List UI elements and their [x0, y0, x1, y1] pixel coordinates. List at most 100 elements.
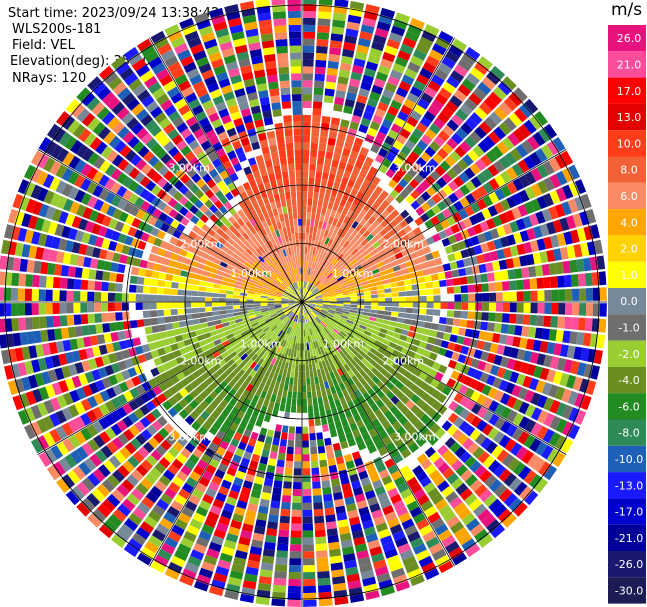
velocity-gate — [415, 388, 425, 398]
velocity-gate — [273, 577, 287, 586]
velocity-gate — [260, 293, 269, 297]
velocity-gate — [431, 74, 445, 87]
velocity-gate — [418, 555, 434, 568]
velocity-gate — [302, 121, 311, 129]
velocity-gate — [478, 330, 487, 341]
velocity-gate — [442, 467, 455, 480]
velocity-gate — [198, 291, 206, 297]
velocity-gate — [357, 361, 366, 369]
velocity-gate — [279, 353, 285, 362]
velocity-gate — [375, 280, 384, 286]
velocity-gate — [579, 211, 590, 226]
velocity-gate — [302, 66, 314, 74]
velocity-gate — [522, 216, 533, 229]
velocity-gate — [457, 83, 472, 97]
velocity-gate — [343, 105, 354, 115]
velocity-gate — [260, 300, 268, 302]
velocity-gate — [402, 555, 417, 567]
velocity-gate — [451, 163, 464, 175]
velocity-gate — [291, 516, 302, 524]
velocity-gate — [482, 410, 494, 423]
velocity-gate — [193, 431, 204, 442]
velocity-gate — [368, 336, 376, 344]
velocity-gate — [565, 288, 573, 301]
velocity-gate — [143, 277, 152, 286]
velocity-gate — [438, 560, 454, 574]
velocity-gate — [240, 267, 248, 274]
velocity-gate — [334, 0, 349, 8]
velocity-gate — [382, 319, 391, 325]
velocity-gate — [448, 192, 459, 204]
velocity-gate — [209, 346, 218, 354]
velocity-gate — [286, 369, 291, 378]
velocity-gate — [281, 304, 289, 307]
velocity-gate — [170, 555, 186, 568]
velocity-gate — [357, 441, 367, 451]
velocity-gate — [0, 318, 6, 333]
velocity-gate — [404, 285, 413, 291]
velocity-gate — [429, 329, 438, 338]
velocity-gate — [541, 382, 553, 396]
velocity-gate — [115, 312, 123, 321]
velocity-gate — [267, 300, 275, 302]
velocity-gate — [167, 396, 178, 407]
velocity-gate — [322, 374, 328, 383]
velocity-gate — [364, 438, 374, 448]
velocity-gate — [344, 274, 352, 280]
velocity-gate — [253, 297, 261, 300]
velocity-gate — [302, 523, 314, 531]
velocity-gate — [73, 416, 86, 430]
velocity-gate — [149, 294, 157, 302]
velocity-gate — [425, 536, 440, 549]
velocity-gate — [550, 234, 560, 248]
velocity-gate — [363, 374, 372, 383]
velocity-gate — [287, 592, 301, 601]
velocity-gate — [94, 302, 102, 313]
velocity-gate — [380, 585, 396, 597]
velocity-gate — [377, 289, 385, 294]
velocity-gate — [390, 209, 400, 219]
velocity-gate — [213, 283, 221, 289]
velocity-gate — [373, 325, 381, 332]
velocity-gate — [123, 429, 135, 441]
velocity-gate — [585, 208, 597, 224]
velocity-gate — [232, 298, 240, 302]
velocity-gate — [511, 427, 524, 441]
velocity-gate — [206, 242, 215, 250]
velocity-gate — [322, 305, 330, 308]
velocity-gate — [481, 283, 489, 292]
velocity-gate — [239, 593, 255, 604]
velocity-gate — [430, 273, 439, 281]
velocity-gate — [338, 350, 346, 358]
velocity-gate — [464, 266, 474, 276]
velocity-gate — [241, 313, 249, 318]
velocity-gate — [343, 363, 351, 372]
velocity-gate — [316, 316, 322, 323]
velocity-gate — [142, 302, 150, 310]
velocity-gate — [441, 535, 456, 548]
velocity-gate — [219, 306, 227, 311]
velocity-gate — [316, 281, 322, 288]
velocity-gate — [87, 473, 101, 487]
velocity-gate — [442, 184, 453, 196]
velocity-gate — [314, 80, 325, 89]
velocity-gate — [312, 488, 322, 496]
velocity-gate — [454, 232, 464, 242]
velocity-gate — [515, 373, 526, 386]
velocity-gate — [395, 214, 404, 224]
velocity-gate — [283, 474, 293, 482]
velocity-gate — [306, 307, 311, 314]
velocity-gate — [276, 459, 285, 468]
velocity-gate — [539, 367, 550, 381]
velocity-gate — [281, 298, 289, 301]
velocity-gate — [160, 222, 170, 233]
velocity-gate — [377, 236, 386, 245]
velocity-gate — [322, 352, 328, 361]
velocity-gate — [307, 283, 312, 290]
velocity-gate — [328, 264, 335, 271]
velocity-gate — [333, 242, 340, 250]
velocity-gate — [330, 117, 341, 126]
velocity-gate — [87, 291, 95, 302]
velocity-gate — [232, 383, 241, 392]
velocity-gate — [191, 488, 204, 500]
